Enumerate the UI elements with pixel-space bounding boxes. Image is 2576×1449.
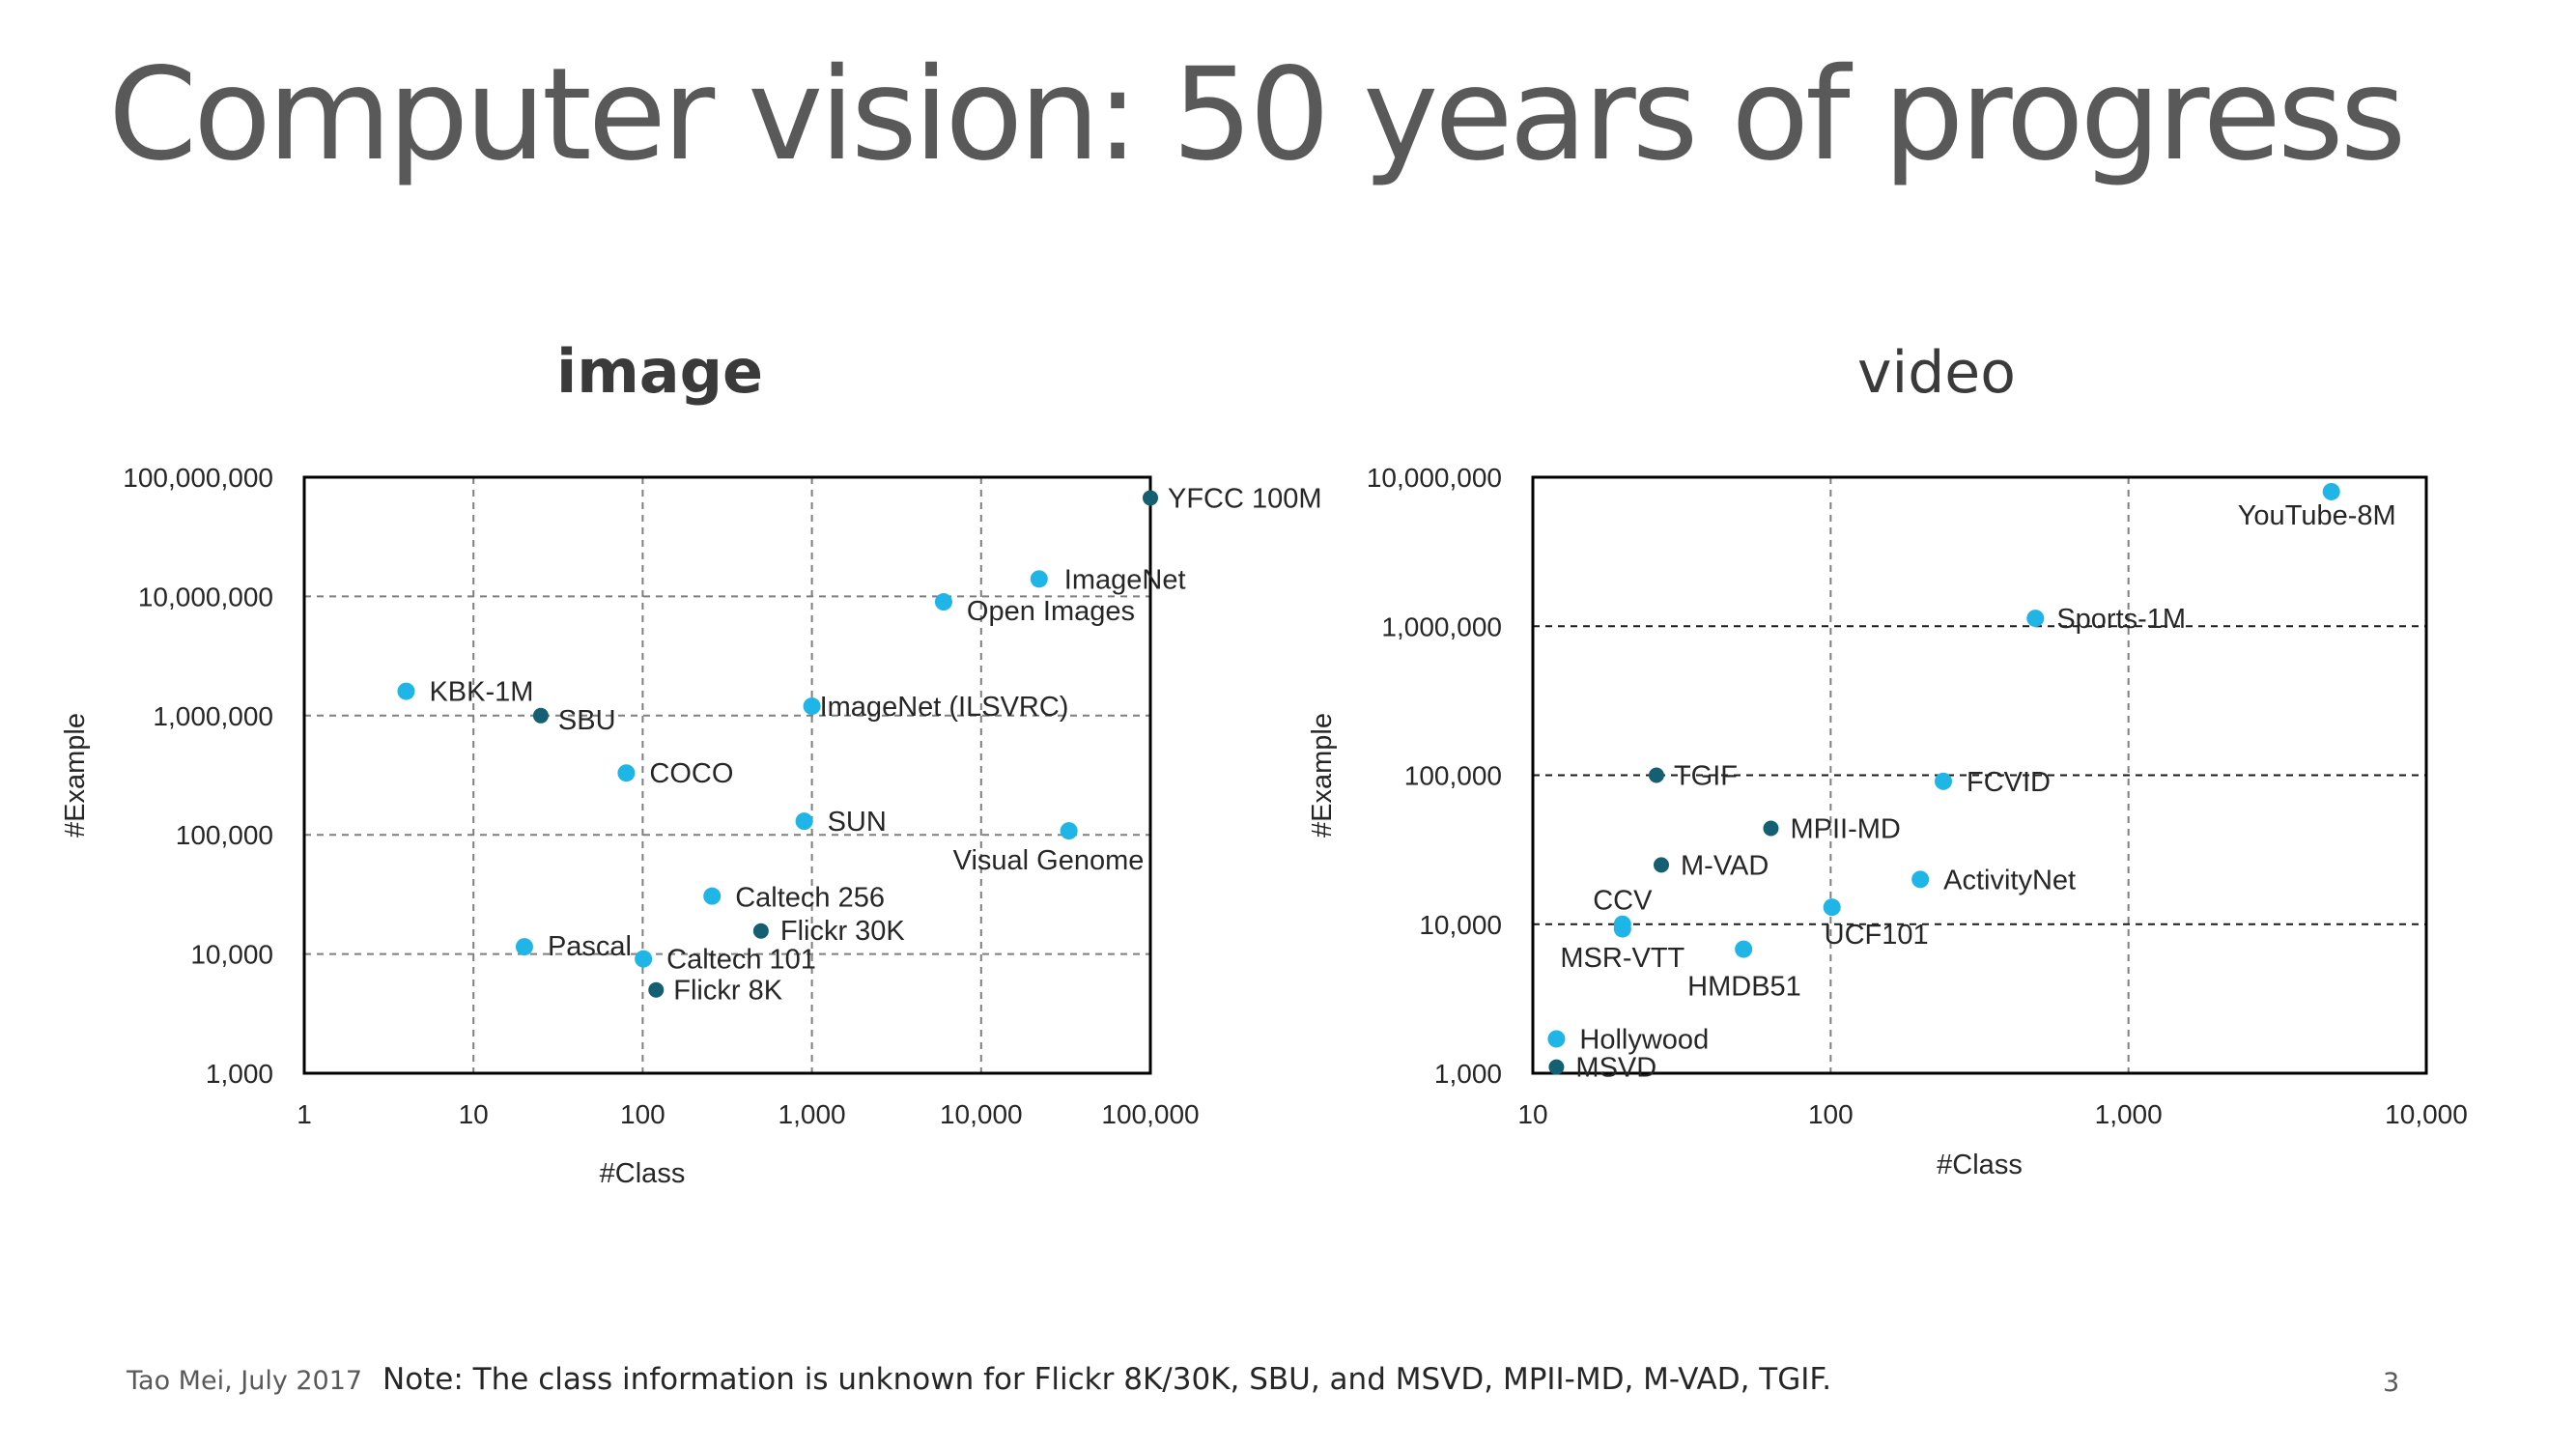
image-point-label-caltech-101: Caltech 101 (666, 945, 816, 976)
video-y-axis-label: #Example (1307, 713, 1338, 838)
video-point-label-ucf101: UCF101 (1825, 920, 1929, 951)
image-point-visual-genome (1060, 822, 1078, 840)
video-point-msr-vtt (1613, 915, 1631, 933)
video-point-label-tgif: TGIF (1674, 761, 1738, 792)
image-point-label-pascal: Pascal (548, 931, 632, 962)
video-x-tick-label: 10,000 (2385, 1099, 2468, 1129)
image-point-label-flickr-8k: Flickr 8K (673, 976, 782, 1007)
image-point-label-kbk-1m: KBK-1M (429, 677, 533, 708)
video-point-label-hmdb51: HMDB51 (1687, 972, 1801, 1003)
image-point-label-caltech-256: Caltech 256 (735, 883, 885, 914)
video-point-label-ccv: CCV (1593, 886, 1653, 917)
image-point-label-visual-genome: Visual Genome (953, 845, 1145, 876)
image-x-axis-label: #Class (600, 1158, 686, 1189)
video-point-label-msr-vtt: MSR-VTT (1560, 943, 1684, 974)
image-point-open-images (934, 593, 952, 611)
video-chart-title: video (1857, 339, 2016, 407)
image-point-kbk-1m (397, 682, 415, 700)
image-point-sun (795, 812, 813, 831)
video-point-tgif (1648, 767, 1664, 783)
video-point-hmdb51 (1735, 940, 1753, 958)
video-point-activitynet (1911, 870, 1930, 889)
video-y-tick-label: 1,000,000 (1381, 611, 1502, 641)
video-point-fcvid (1935, 772, 1953, 790)
image-x-tick-label: 10,000 (940, 1099, 1023, 1129)
video-y-tick-label: 10,000,000 (1367, 463, 1502, 493)
image-chart-title: image (556, 336, 763, 407)
image-y-tick-label: 1,000 (206, 1059, 273, 1089)
image-point-flickr-8k (648, 981, 665, 998)
image-point-label-open-images: Open Images (967, 596, 1135, 627)
video-point-label-mpii-md: MPII-MD (1790, 813, 1900, 844)
video-x-tick-label: 10 (1517, 1099, 1547, 1129)
image-point-pascal (515, 938, 533, 956)
footer-note: Note: The class information is unknown f… (382, 1362, 1832, 1397)
video-point-label-hollywood: Hollywood (1579, 1024, 1709, 1055)
image-point-yfcc-100m (1143, 490, 1158, 506)
image-y-tick-label: 100,000 (176, 820, 273, 850)
image-point-label-sbu: SBU (558, 705, 616, 736)
video-point-label-msvd: MSVD (1575, 1053, 1656, 1084)
image-point-label-sun: SUN (828, 807, 887, 838)
image-point-flickr-30k (752, 923, 769, 939)
image-point-coco (617, 764, 636, 782)
image-point-label-imagenet-ilsvrc: ImageNet (ILSVRC) (820, 692, 1069, 723)
image-x-tick-label: 10 (459, 1099, 489, 1129)
video-point-mpii-md (1763, 820, 1779, 837)
image-point-sbu (532, 707, 549, 724)
video-point-label-youtube-8m: YouTube-8M (2238, 500, 2396, 531)
video-x-tick-label: 100 (1808, 1099, 1854, 1129)
image-point-caltech-256 (703, 887, 722, 905)
image-x-tick-label: 100 (620, 1099, 665, 1129)
video-y-tick-label: 10,000 (1419, 910, 1502, 940)
image-point-caltech-101 (635, 950, 653, 968)
video-point-youtube-8m (2322, 482, 2340, 500)
video-x-tick-label: 1,000 (2095, 1099, 2163, 1129)
image-point-imagenet (1030, 570, 1048, 588)
video-point-sports-1m (2026, 610, 2045, 628)
slide-title: Computer vision: 50 years of progress (108, 41, 2406, 189)
video-point-ucf101 (1823, 898, 1841, 917)
video-point-msvd (1548, 1059, 1565, 1075)
video-y-tick-label: 100,000 (1404, 761, 1502, 791)
video-y-tick-label: 1,000 (1434, 1059, 1502, 1089)
video-point-label-activitynet: ActivityNet (1943, 865, 2076, 895)
image-point-label-flickr-30k: Flickr 30K (780, 916, 906, 947)
image-point-label-imagenet: ImageNet (1064, 564, 1186, 595)
image-point-label-coco: COCO (649, 758, 733, 789)
video-plot-frame (1531, 475, 2428, 1075)
image-y-tick-label: 1,000,000 (153, 701, 273, 731)
image-x-tick-label: 1,000 (778, 1099, 846, 1129)
footer-author-date: Tao Mei, July 2017 (127, 1366, 363, 1396)
image-point-label-yfcc-100m: YFCC 100M (1168, 483, 1322, 514)
image-y-tick-label: 10,000 (190, 940, 273, 970)
video-point-label-m-vad: M-VAD (1681, 850, 1769, 881)
page-number: 3 (2383, 1368, 2400, 1398)
image-y-tick-label: 10,000,000 (138, 582, 273, 611)
video-point-m-vad (1654, 857, 1670, 873)
image-plot-frame (302, 475, 1152, 1075)
image-x-tick-label: 100,000 (1101, 1099, 1199, 1129)
image-x-tick-label: 1 (297, 1099, 312, 1129)
video-point-label-sports-1m: Sports-1M (2056, 604, 2186, 635)
video-x-axis-label: #Class (1937, 1150, 2023, 1180)
image-point-imagenet-ilsvrc (803, 697, 821, 716)
video-point-hollywood (1547, 1030, 1566, 1048)
image-y-tick-label: 100,000,000 (123, 463, 273, 493)
image-y-axis-label: #Example (60, 713, 91, 838)
video-point-label-fcvid: FCVID (1967, 767, 2051, 798)
